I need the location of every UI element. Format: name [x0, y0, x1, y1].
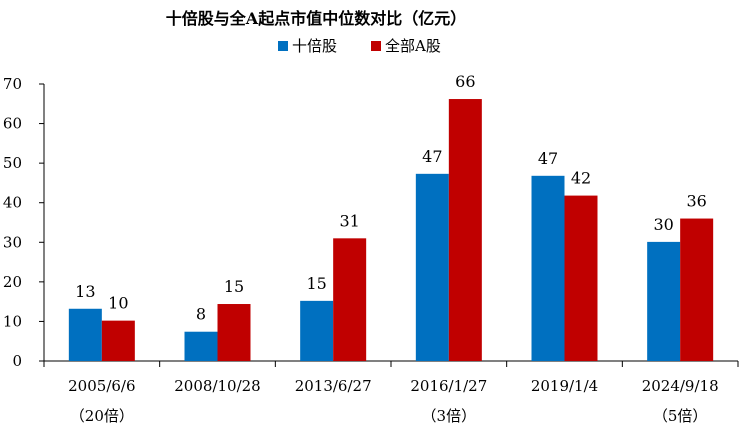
bar-all-a-1 [217, 304, 251, 361]
x-tick-label: 2013/6/27 [295, 377, 372, 395]
x-category-note: （5倍） [653, 407, 708, 425]
bar-ten-bagger-1 [184, 331, 218, 361]
bar-all-a-2 [333, 238, 367, 361]
x-tick-label: 2024/9/18 [642, 377, 719, 395]
y-tick-label: 40 [3, 194, 22, 212]
legend-label: 十倍股 [292, 37, 337, 55]
y-tick-label: 70 [3, 75, 22, 93]
legend-label: 全部A股 [385, 37, 441, 55]
bar-ten-bagger-3 [415, 173, 449, 361]
bar-ten-bagger-5 [647, 241, 681, 361]
x-tick-label: 2005/6/6 [68, 377, 135, 395]
data-label: 31 [339, 211, 359, 230]
data-label: 8 [196, 305, 206, 324]
bar-all-a-4 [564, 195, 598, 361]
legend: 十倍股 全部A股 [278, 37, 441, 55]
chart-title: 十倍股与全A起点市值中位数对比（亿元） [166, 9, 466, 28]
data-label: 13 [75, 282, 95, 301]
legend-swatch [371, 41, 381, 51]
data-label: 66 [455, 72, 475, 91]
data-label: 36 [686, 192, 706, 211]
bar-ten-bagger-4 [531, 175, 565, 361]
x-category-note: （3倍） [422, 407, 477, 425]
y-tick-label: 10 [3, 312, 22, 330]
x-tick-label: 2008/10/28 [174, 377, 260, 395]
legend-swatch [278, 41, 288, 51]
data-label: 15 [224, 277, 244, 296]
bar-all-a-3 [448, 99, 482, 361]
x-tick-label: 2019/1/4 [531, 377, 598, 395]
y-tick-label: 60 [3, 115, 22, 133]
data-label: 42 [571, 169, 591, 188]
plot-area: 0 10 20 30 40 50 60 70 13 10 2005/6/6 （20倍） 8 15 2008/… [3, 72, 739, 425]
data-label: 47 [422, 147, 442, 166]
y-tick-label: 20 [3, 273, 22, 291]
y-tick-label: 50 [3, 154, 22, 172]
bar-ten-bagger-0 [68, 308, 102, 361]
x-tick-label: 2016/1/27 [410, 377, 487, 395]
data-label: 10 [108, 294, 128, 313]
data-label: 15 [306, 274, 326, 293]
bar-all-a-0 [101, 320, 135, 361]
bar-ten-bagger-2 [300, 300, 334, 361]
x-category-note: （20倍） [70, 407, 134, 425]
y-tick-label: 0 [12, 352, 22, 370]
y-tick-label: 30 [3, 233, 22, 251]
bar-all-a-5 [680, 218, 714, 361]
data-label: 30 [653, 215, 673, 234]
data-label: 47 [538, 149, 558, 168]
